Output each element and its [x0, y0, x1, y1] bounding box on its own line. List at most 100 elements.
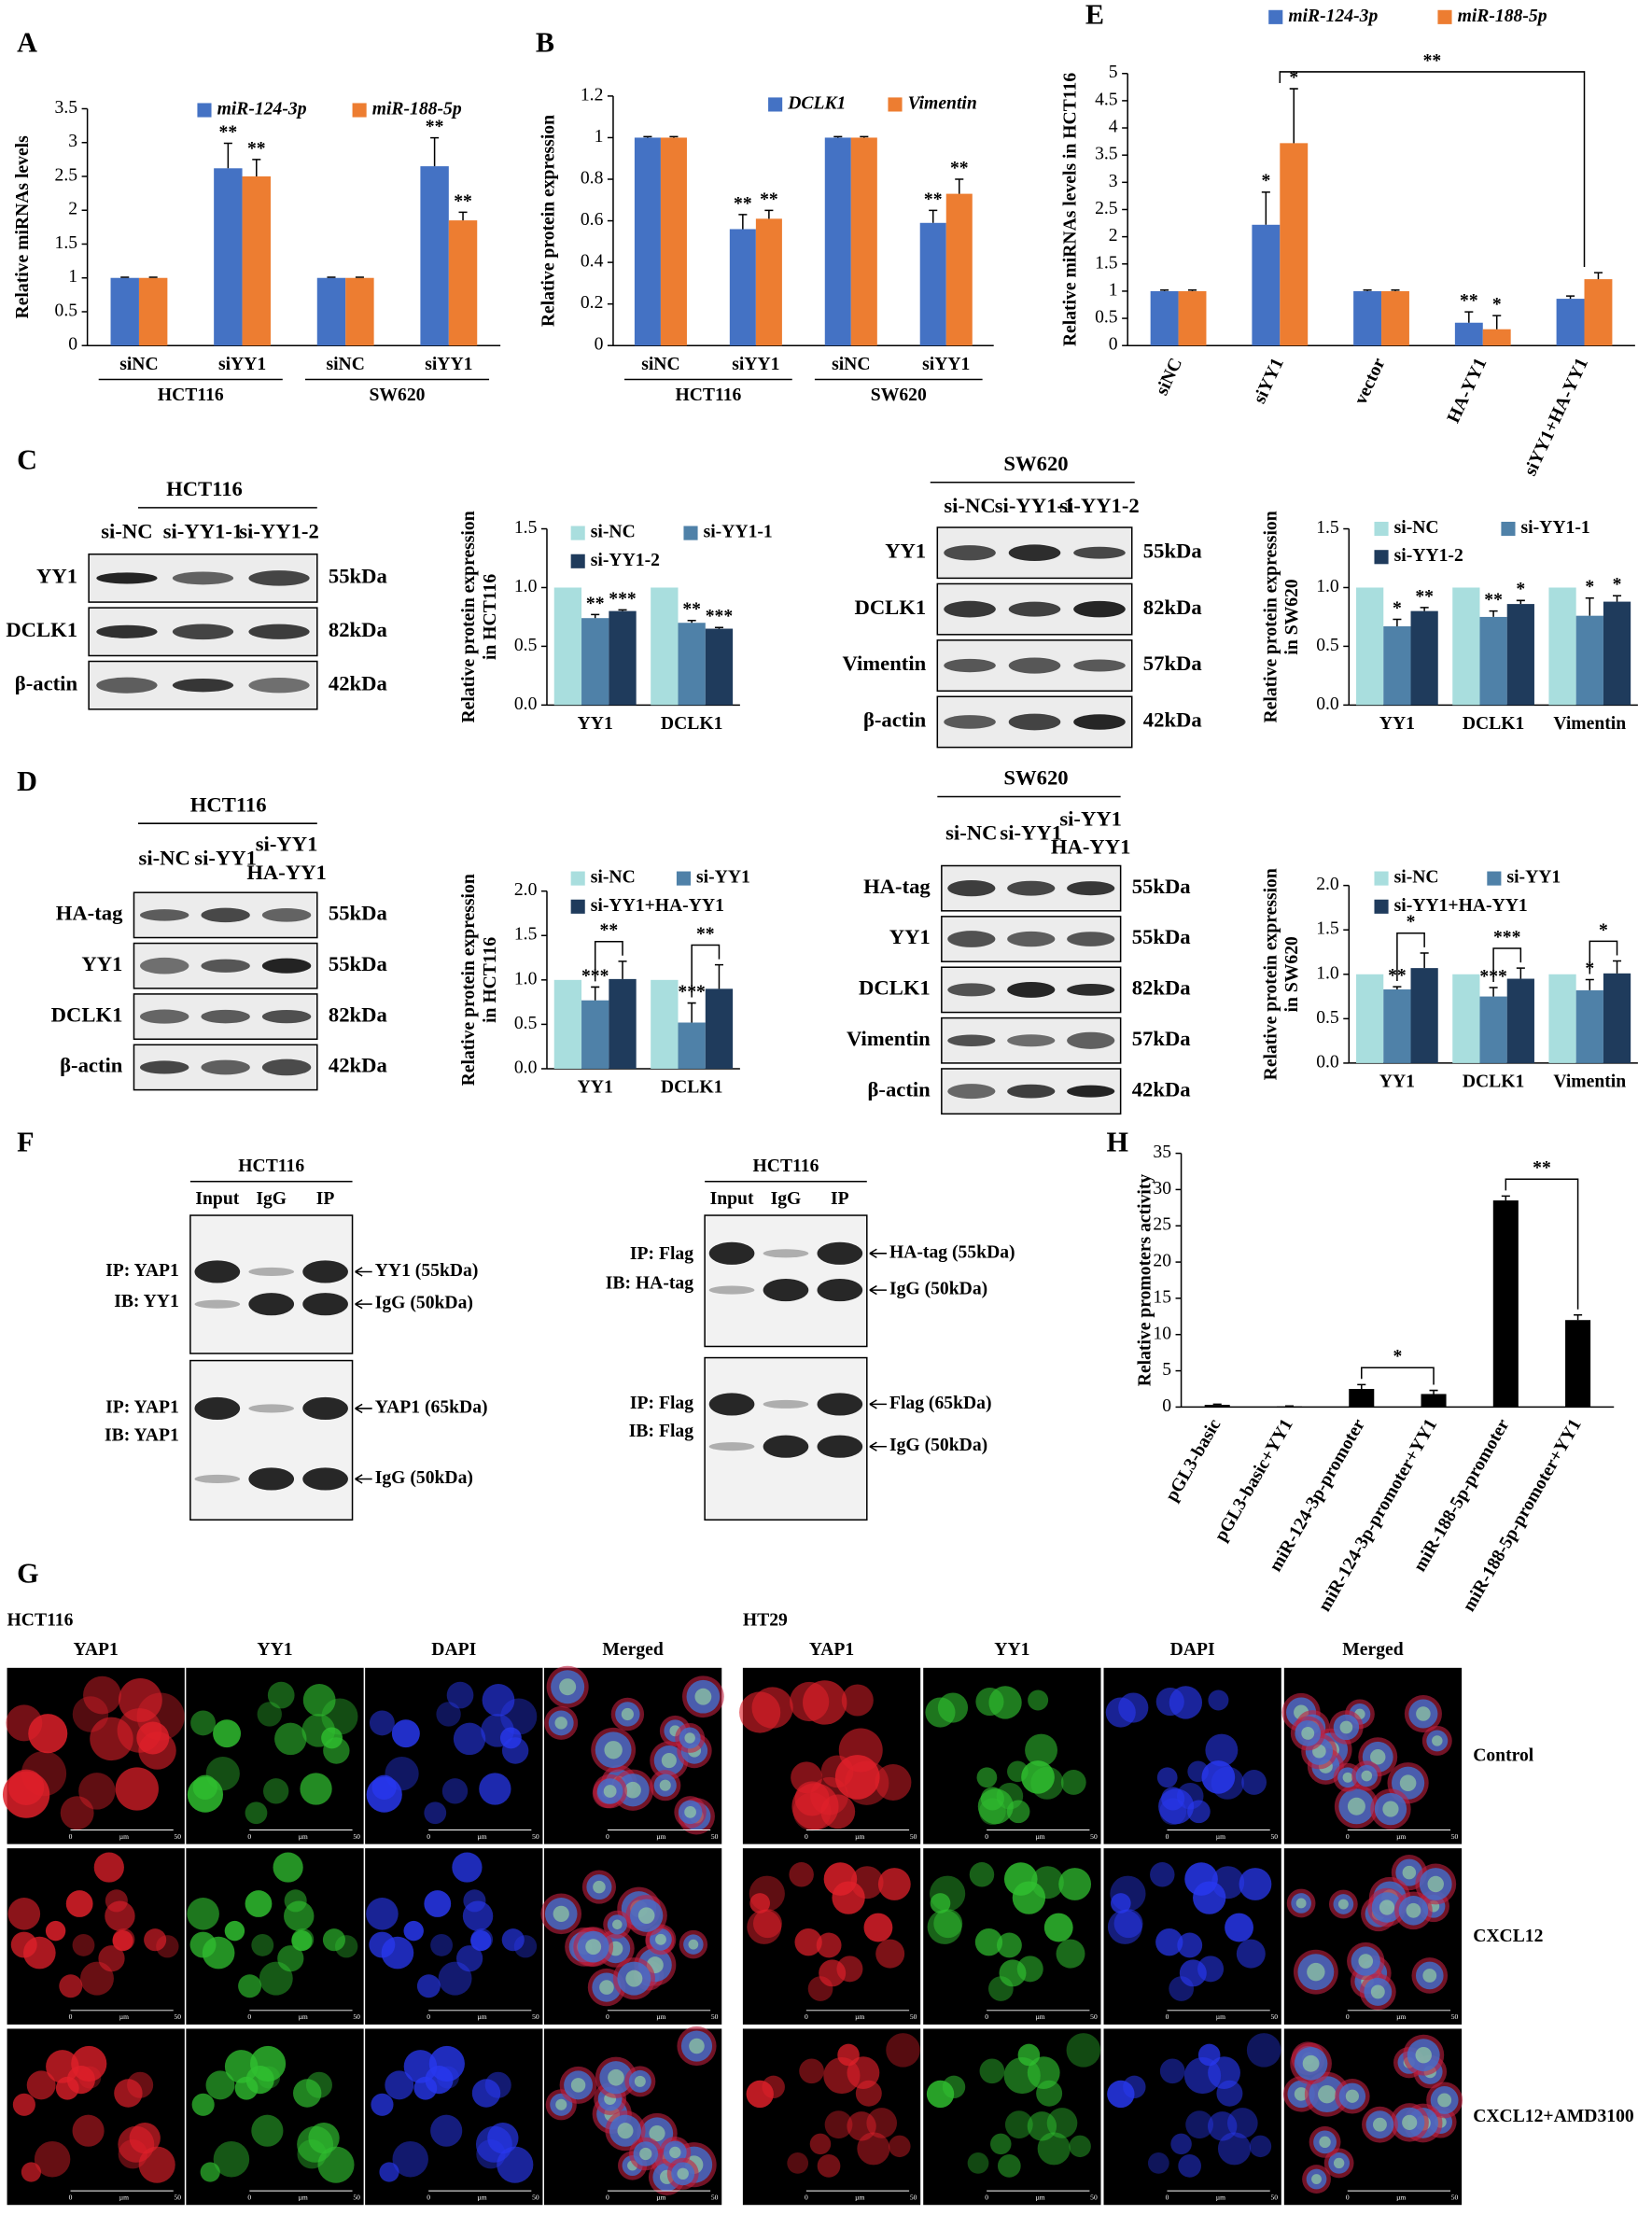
lane-label: si-YY1 [1000, 820, 1062, 844]
cell [988, 1686, 1022, 1719]
bar [1452, 974, 1480, 1063]
y-tick-label: 0 [595, 335, 604, 355]
significance: ** [1415, 587, 1434, 607]
y-tick-label: 0 [1162, 1396, 1171, 1416]
y-tick-label: 3 [1109, 172, 1118, 191]
bar [553, 979, 582, 1069]
blot-band [201, 907, 250, 923]
y-axis-label: in HCT116 [481, 937, 500, 1023]
cell [481, 1714, 514, 1747]
lane-label: Input [195, 1189, 239, 1209]
error-bar [1160, 288, 1169, 291]
blot-band [172, 624, 234, 640]
cell [637, 1907, 655, 1924]
cell [72, 2114, 105, 2147]
bar [1479, 616, 1507, 706]
y-tick-label: 30 [1153, 1179, 1171, 1199]
error-bar [591, 986, 600, 1001]
cell [555, 2098, 567, 2110]
channel-label: Merged [602, 1640, 663, 1660]
bar [1482, 329, 1511, 346]
scale-bar-label: 50 [1090, 2193, 1098, 2201]
cell [1361, 1770, 1373, 1782]
comparison-label: ** [1423, 51, 1442, 71]
comparison-bracket [1361, 1367, 1435, 1385]
cell [1178, 2154, 1201, 2178]
cell [553, 1905, 569, 1922]
scale-bar-label: µm [299, 2193, 308, 2201]
cell-line-label: HT29 [743, 1610, 788, 1630]
ip-label: IP: YAP1 [105, 1261, 179, 1281]
legend-label: si-YY1-2 [1394, 546, 1463, 566]
scale-bar-label: µm [1216, 2012, 1225, 2021]
legend-label: si-YY1-2 [591, 551, 660, 570]
y-tick-label: 3 [68, 132, 77, 151]
cell [245, 1890, 273, 1917]
blot-band [140, 1009, 189, 1024]
row-label: DCLK1 [51, 1002, 123, 1026]
scale-bar-label: µm [855, 2193, 864, 2201]
cell [1161, 1787, 1185, 1811]
legend-swatch [570, 526, 585, 540]
error-bar [764, 209, 774, 219]
cell [979, 2058, 1005, 2084]
row-label: Vimentin [847, 1027, 931, 1050]
cell [608, 2068, 624, 2086]
cell [71, 2045, 107, 2082]
bar [1410, 610, 1438, 706]
scale-bar-label: 50 [1270, 2193, 1278, 2201]
cell [1118, 1692, 1149, 1723]
cell [1249, 2135, 1272, 2158]
blot-band [248, 1404, 295, 1413]
y-tick-label: 0.5 [1316, 636, 1339, 655]
cell [624, 1781, 641, 1799]
bar [1276, 1406, 1303, 1408]
row-label: Vimentin [842, 652, 926, 675]
cell [117, 1708, 162, 1753]
cell [1208, 2111, 1238, 2141]
cell [1301, 1727, 1315, 1740]
lane-label: IgG [771, 1189, 802, 1209]
scale-bar-label: 0 [805, 2012, 808, 2021]
legend-swatch [676, 871, 692, 886]
scale-bar-label: µm [477, 2012, 486, 2021]
cell [224, 2050, 259, 2083]
row-size: 55kDa [329, 952, 387, 975]
blot-band [140, 1060, 189, 1074]
scale-bar-label: 50 [353, 2193, 360, 2201]
blot-band [944, 715, 996, 729]
error-bar [458, 211, 468, 221]
bar [316, 277, 346, 346]
cell [115, 1767, 159, 1811]
significance: *** [609, 589, 636, 609]
scale-bar-label: µm [1216, 1832, 1225, 1841]
cell [1318, 2084, 1337, 2104]
y-tick-label: 2.0 [514, 880, 538, 900]
bar [138, 277, 168, 346]
cell [1227, 2108, 1258, 2138]
blot-band [763, 1399, 809, 1409]
scale-bar-label: µm [299, 2012, 308, 2021]
bar [1603, 601, 1631, 706]
cell [191, 2093, 215, 2116]
comparison-bracket [1505, 1178, 1579, 1310]
cell [980, 1787, 1004, 1811]
blot-band [947, 1034, 996, 1047]
row-size: 57kDa [1143, 652, 1202, 675]
y-tick-label: 1.0 [514, 969, 538, 988]
cell [621, 1707, 634, 1721]
row-label: YY1 [889, 925, 931, 948]
y-tick-label: 1.0 [514, 577, 538, 596]
ip-label: IP: Flag [630, 1394, 693, 1413]
scale-bar-label: µm [299, 1832, 308, 1841]
error-bar [687, 1002, 696, 1023]
cell [1177, 1932, 1203, 1958]
scale-bar-label: 0 [1346, 1832, 1350, 1841]
cell [1437, 2093, 1452, 2108]
y-tick-label: 0 [68, 335, 77, 355]
blot-band [947, 880, 996, 897]
cell [1339, 1720, 1353, 1734]
cell [475, 2125, 512, 2163]
cell [1150, 1862, 1175, 1887]
